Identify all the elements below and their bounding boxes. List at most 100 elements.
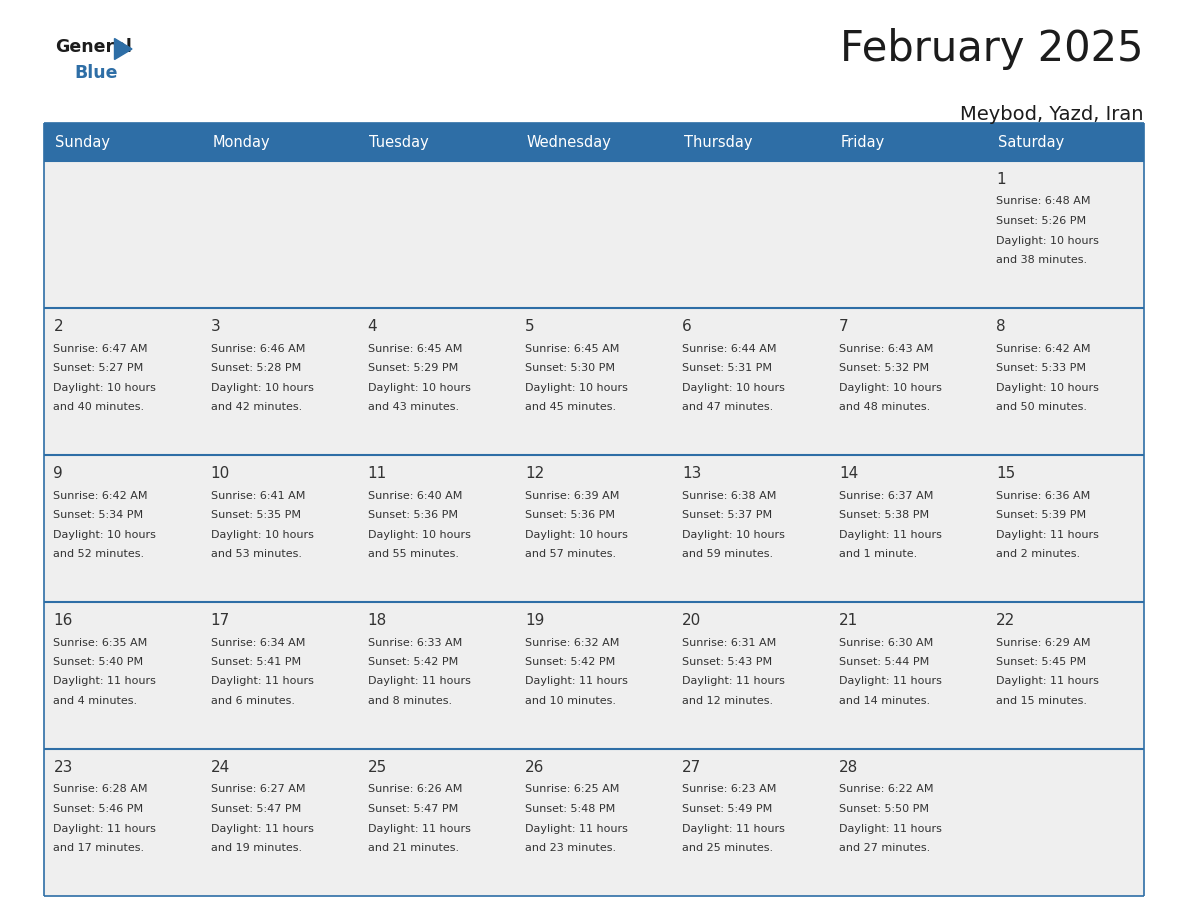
- Text: General: General: [55, 38, 132, 56]
- Text: and 53 minutes.: and 53 minutes.: [210, 549, 302, 559]
- Text: and 52 minutes.: and 52 minutes.: [53, 549, 145, 559]
- Text: 27: 27: [682, 760, 701, 775]
- Text: 2: 2: [53, 319, 63, 334]
- Bar: [829, 749, 987, 896]
- Text: Friday: Friday: [841, 135, 885, 150]
- Bar: [359, 123, 516, 161]
- Text: and 15 minutes.: and 15 minutes.: [997, 696, 1087, 706]
- Text: Sunrise: 6:28 AM: Sunrise: 6:28 AM: [53, 785, 148, 794]
- Text: Daylight: 10 hours: Daylight: 10 hours: [53, 383, 157, 393]
- Text: Daylight: 10 hours: Daylight: 10 hours: [210, 530, 314, 540]
- Text: Sunset: 5:28 PM: Sunset: 5:28 PM: [210, 363, 301, 373]
- Text: Daylight: 10 hours: Daylight: 10 hours: [682, 383, 785, 393]
- Bar: [359, 308, 516, 455]
- Text: Sunrise: 6:25 AM: Sunrise: 6:25 AM: [525, 785, 619, 794]
- Text: and 19 minutes.: and 19 minutes.: [210, 843, 302, 853]
- Text: Sunset: 5:47 PM: Sunset: 5:47 PM: [368, 804, 457, 814]
- Text: 10: 10: [210, 466, 229, 481]
- Text: Sunrise: 6:32 AM: Sunrise: 6:32 AM: [525, 637, 619, 647]
- Bar: [672, 749, 829, 896]
- Text: Monday: Monday: [213, 135, 270, 150]
- Text: Meybod, Yazd, Iran: Meybod, Yazd, Iran: [961, 105, 1144, 124]
- Text: Sunset: 5:32 PM: Sunset: 5:32 PM: [839, 363, 929, 373]
- Text: Sunset: 5:36 PM: Sunset: 5:36 PM: [525, 510, 615, 520]
- Text: Daylight: 11 hours: Daylight: 11 hours: [368, 677, 470, 687]
- Text: Sunset: 5:50 PM: Sunset: 5:50 PM: [839, 804, 929, 814]
- Text: Thursday: Thursday: [683, 135, 752, 150]
- Text: and 40 minutes.: and 40 minutes.: [53, 402, 145, 412]
- Text: Sunset: 5:43 PM: Sunset: 5:43 PM: [682, 657, 772, 667]
- Text: and 17 minutes.: and 17 minutes.: [53, 843, 145, 853]
- Text: Blue: Blue: [74, 64, 118, 82]
- Text: Sunset: 5:41 PM: Sunset: 5:41 PM: [210, 657, 301, 667]
- Text: 21: 21: [839, 613, 859, 628]
- Text: Sunrise: 6:41 AM: Sunrise: 6:41 AM: [210, 490, 305, 500]
- Text: Daylight: 11 hours: Daylight: 11 hours: [210, 677, 314, 687]
- Text: Tuesday: Tuesday: [369, 135, 429, 150]
- Text: Sunrise: 6:26 AM: Sunrise: 6:26 AM: [368, 785, 462, 794]
- Bar: [672, 602, 829, 749]
- Text: Daylight: 10 hours: Daylight: 10 hours: [682, 530, 785, 540]
- Text: Daylight: 11 hours: Daylight: 11 hours: [839, 530, 942, 540]
- Text: Sunrise: 6:23 AM: Sunrise: 6:23 AM: [682, 785, 777, 794]
- Bar: [201, 749, 359, 896]
- Text: Sunset: 5:34 PM: Sunset: 5:34 PM: [53, 510, 144, 520]
- Text: Daylight: 11 hours: Daylight: 11 hours: [997, 530, 1099, 540]
- Text: Sunrise: 6:33 AM: Sunrise: 6:33 AM: [368, 637, 462, 647]
- Text: and 1 minute.: and 1 minute.: [839, 549, 917, 559]
- Text: Daylight: 11 hours: Daylight: 11 hours: [368, 823, 470, 834]
- Text: Sunrise: 6:37 AM: Sunrise: 6:37 AM: [839, 490, 934, 500]
- Text: Sunrise: 6:46 AM: Sunrise: 6:46 AM: [210, 343, 305, 353]
- Text: Sunset: 5:31 PM: Sunset: 5:31 PM: [682, 363, 772, 373]
- Text: Sunrise: 6:36 AM: Sunrise: 6:36 AM: [997, 490, 1091, 500]
- Text: Sunset: 5:27 PM: Sunset: 5:27 PM: [53, 363, 144, 373]
- Text: Sunrise: 6:42 AM: Sunrise: 6:42 AM: [997, 343, 1091, 353]
- Bar: [516, 123, 672, 161]
- Text: 20: 20: [682, 613, 701, 628]
- Text: 13: 13: [682, 466, 701, 481]
- Text: Wednesday: Wednesday: [526, 135, 612, 150]
- Text: Sunrise: 6:35 AM: Sunrise: 6:35 AM: [53, 637, 147, 647]
- Bar: [201, 123, 359, 161]
- Text: Saturday: Saturday: [998, 135, 1064, 150]
- Text: Sunset: 5:45 PM: Sunset: 5:45 PM: [997, 657, 1086, 667]
- Text: and 47 minutes.: and 47 minutes.: [682, 402, 773, 412]
- Text: 25: 25: [368, 760, 387, 775]
- Text: Sunday: Sunday: [55, 135, 110, 150]
- Bar: [672, 455, 829, 602]
- Text: Sunrise: 6:39 AM: Sunrise: 6:39 AM: [525, 490, 619, 500]
- Text: 19: 19: [525, 613, 544, 628]
- Text: Sunset: 5:44 PM: Sunset: 5:44 PM: [839, 657, 929, 667]
- Text: Daylight: 10 hours: Daylight: 10 hours: [368, 383, 470, 393]
- Polygon shape: [114, 39, 132, 60]
- Bar: [201, 455, 359, 602]
- Text: and 4 minutes.: and 4 minutes.: [53, 696, 138, 706]
- Bar: [829, 123, 987, 161]
- Bar: [359, 749, 516, 896]
- Text: 24: 24: [210, 760, 229, 775]
- Bar: [987, 123, 1144, 161]
- Text: Daylight: 10 hours: Daylight: 10 hours: [53, 530, 157, 540]
- Bar: [516, 161, 672, 308]
- Text: Sunrise: 6:40 AM: Sunrise: 6:40 AM: [368, 490, 462, 500]
- Bar: [359, 161, 516, 308]
- Text: 12: 12: [525, 466, 544, 481]
- Text: Sunset: 5:29 PM: Sunset: 5:29 PM: [368, 363, 457, 373]
- Bar: [829, 455, 987, 602]
- Text: Daylight: 11 hours: Daylight: 11 hours: [525, 823, 627, 834]
- Bar: [44, 308, 201, 455]
- Text: 26: 26: [525, 760, 544, 775]
- Text: Daylight: 11 hours: Daylight: 11 hours: [682, 677, 785, 687]
- Bar: [44, 749, 201, 896]
- Text: Sunrise: 6:27 AM: Sunrise: 6:27 AM: [210, 785, 305, 794]
- Text: and 12 minutes.: and 12 minutes.: [682, 696, 773, 706]
- Text: and 50 minutes.: and 50 minutes.: [997, 402, 1087, 412]
- Text: 7: 7: [839, 319, 848, 334]
- Text: Daylight: 11 hours: Daylight: 11 hours: [525, 677, 627, 687]
- Text: Sunset: 5:48 PM: Sunset: 5:48 PM: [525, 804, 615, 814]
- Text: Sunset: 5:47 PM: Sunset: 5:47 PM: [210, 804, 301, 814]
- Bar: [516, 308, 672, 455]
- Text: Daylight: 11 hours: Daylight: 11 hours: [53, 823, 157, 834]
- Text: and 38 minutes.: and 38 minutes.: [997, 255, 1087, 265]
- Text: Daylight: 11 hours: Daylight: 11 hours: [997, 677, 1099, 687]
